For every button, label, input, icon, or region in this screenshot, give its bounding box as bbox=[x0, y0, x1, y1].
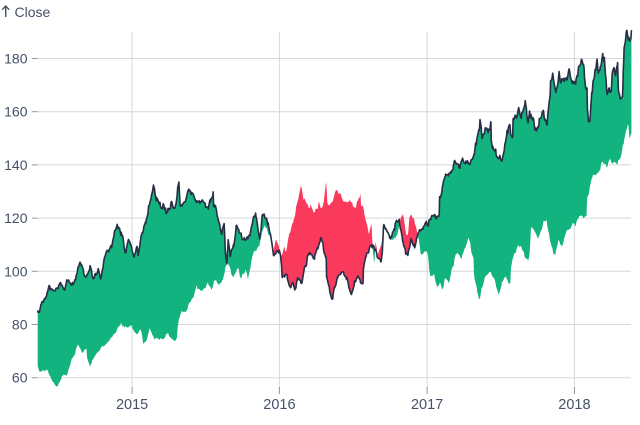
svg-text:2016: 2016 bbox=[263, 397, 295, 413]
svg-text:Close: Close bbox=[15, 4, 51, 20]
svg-text:60: 60 bbox=[12, 370, 28, 386]
svg-text:120: 120 bbox=[4, 210, 28, 226]
svg-text:2017: 2017 bbox=[411, 397, 443, 413]
svg-text:180: 180 bbox=[4, 51, 28, 67]
svg-text:100: 100 bbox=[4, 263, 28, 279]
svg-text:2015: 2015 bbox=[116, 397, 148, 413]
svg-text:80: 80 bbox=[12, 317, 28, 333]
svg-text:160: 160 bbox=[4, 104, 28, 120]
svg-text:140: 140 bbox=[4, 157, 28, 173]
svg-text:2018: 2018 bbox=[558, 397, 590, 413]
